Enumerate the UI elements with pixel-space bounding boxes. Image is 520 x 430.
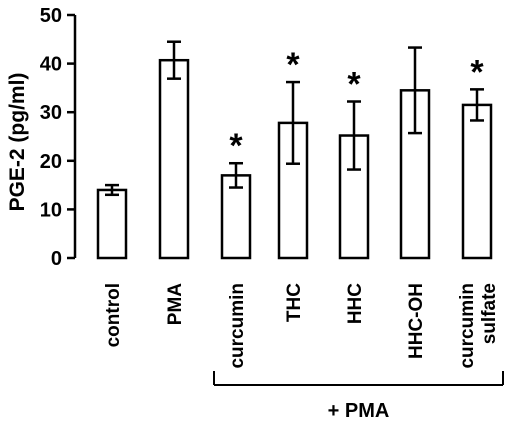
bar: [461, 103, 493, 260]
bar: [96, 188, 128, 260]
y-axis-label: PGE-2 (pg/ml): [6, 73, 29, 212]
x-tick-label: curcumin sulfate: [457, 283, 500, 369]
bracket-label: + PMA: [328, 400, 390, 422]
x-tick-label-line: HHC-OH: [406, 283, 427, 359]
x-tick-label-line: curcumin: [457, 283, 478, 369]
x-tick-labels: control PMA curcumin THC HHC HHC-OH curcumin su…: [103, 283, 500, 369]
x-tick-label-line: sulfate: [479, 283, 500, 344]
x-tick-label: curcumin: [227, 283, 248, 369]
x-tick-label: HHC-OH: [406, 283, 427, 359]
x-tick-label: control: [103, 283, 124, 347]
y-tick-label: 0: [51, 248, 62, 270]
x-tick-label: PMA: [165, 283, 186, 326]
significance-marker: *: [229, 127, 243, 165]
y-tick-label: 20: [40, 151, 62, 173]
y-axis: 0 10 20 30 40 50: [40, 5, 77, 270]
x-tick-label-line: curcumin: [227, 283, 248, 369]
x-tick-label-line: THC: [284, 283, 305, 322]
group-bracket: + PMA: [213, 371, 504, 422]
y-tick-label: 30: [40, 102, 62, 124]
bars-group: * * * *: [96, 40, 493, 260]
y-tick-label: 40: [40, 54, 62, 76]
bar: [220, 174, 252, 260]
x-tick-label: THC: [284, 283, 305, 322]
x-tick-label: HHC: [345, 283, 366, 324]
significance-marker: *: [286, 46, 300, 84]
y-tick-label: 10: [40, 199, 62, 221]
y-tick-label: 50: [40, 5, 62, 27]
bar: [158, 58, 190, 260]
significance-marker: *: [347, 66, 361, 104]
x-tick-label-line: control: [103, 283, 124, 347]
x-tick-label-line: PMA: [165, 283, 186, 326]
x-tick-label-line: HHC: [345, 283, 366, 324]
significance-marker: *: [470, 53, 484, 91]
